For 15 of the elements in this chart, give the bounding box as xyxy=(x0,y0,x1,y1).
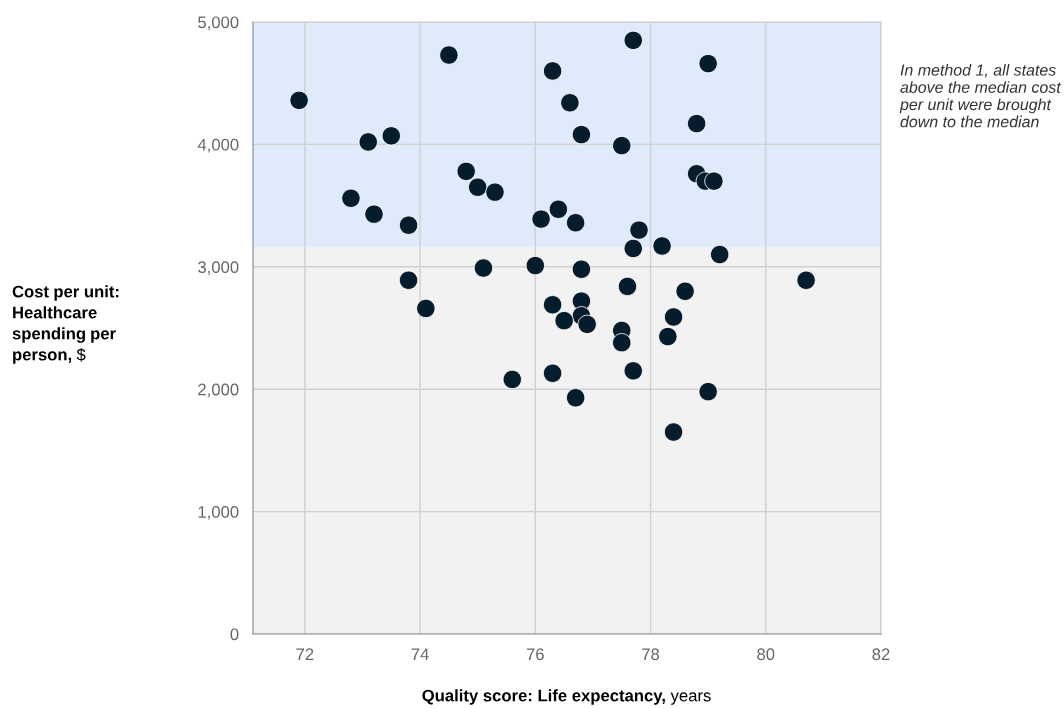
x-axis-title: Quality score: Life expectancy, years xyxy=(422,689,711,705)
text: Cost per unit: Healthcare spending per person, $ xyxy=(12,285,119,364)
y-tick-label: 1,000 xyxy=(198,506,239,520)
x-tick-label: 80 xyxy=(757,648,775,661)
y-tick-label: 5,000 xyxy=(198,16,239,31)
y-tick-label: 2,000 xyxy=(198,383,239,398)
y-tick-label: 0 xyxy=(230,628,239,641)
x-tick-label: 72 xyxy=(296,648,314,660)
y-tick-label: 3,000 xyxy=(198,261,239,275)
x-tick-label: 82 xyxy=(872,648,890,661)
band-label: In method 1, all states above the median cost per unit were brought down to the median xyxy=(899,64,1062,128)
x-tick-label: 74 xyxy=(411,648,429,660)
y-tick-label: 4,000 xyxy=(197,138,239,153)
x-tick-label: 76 xyxy=(526,648,544,661)
x-tick-label: 78 xyxy=(642,648,660,661)
